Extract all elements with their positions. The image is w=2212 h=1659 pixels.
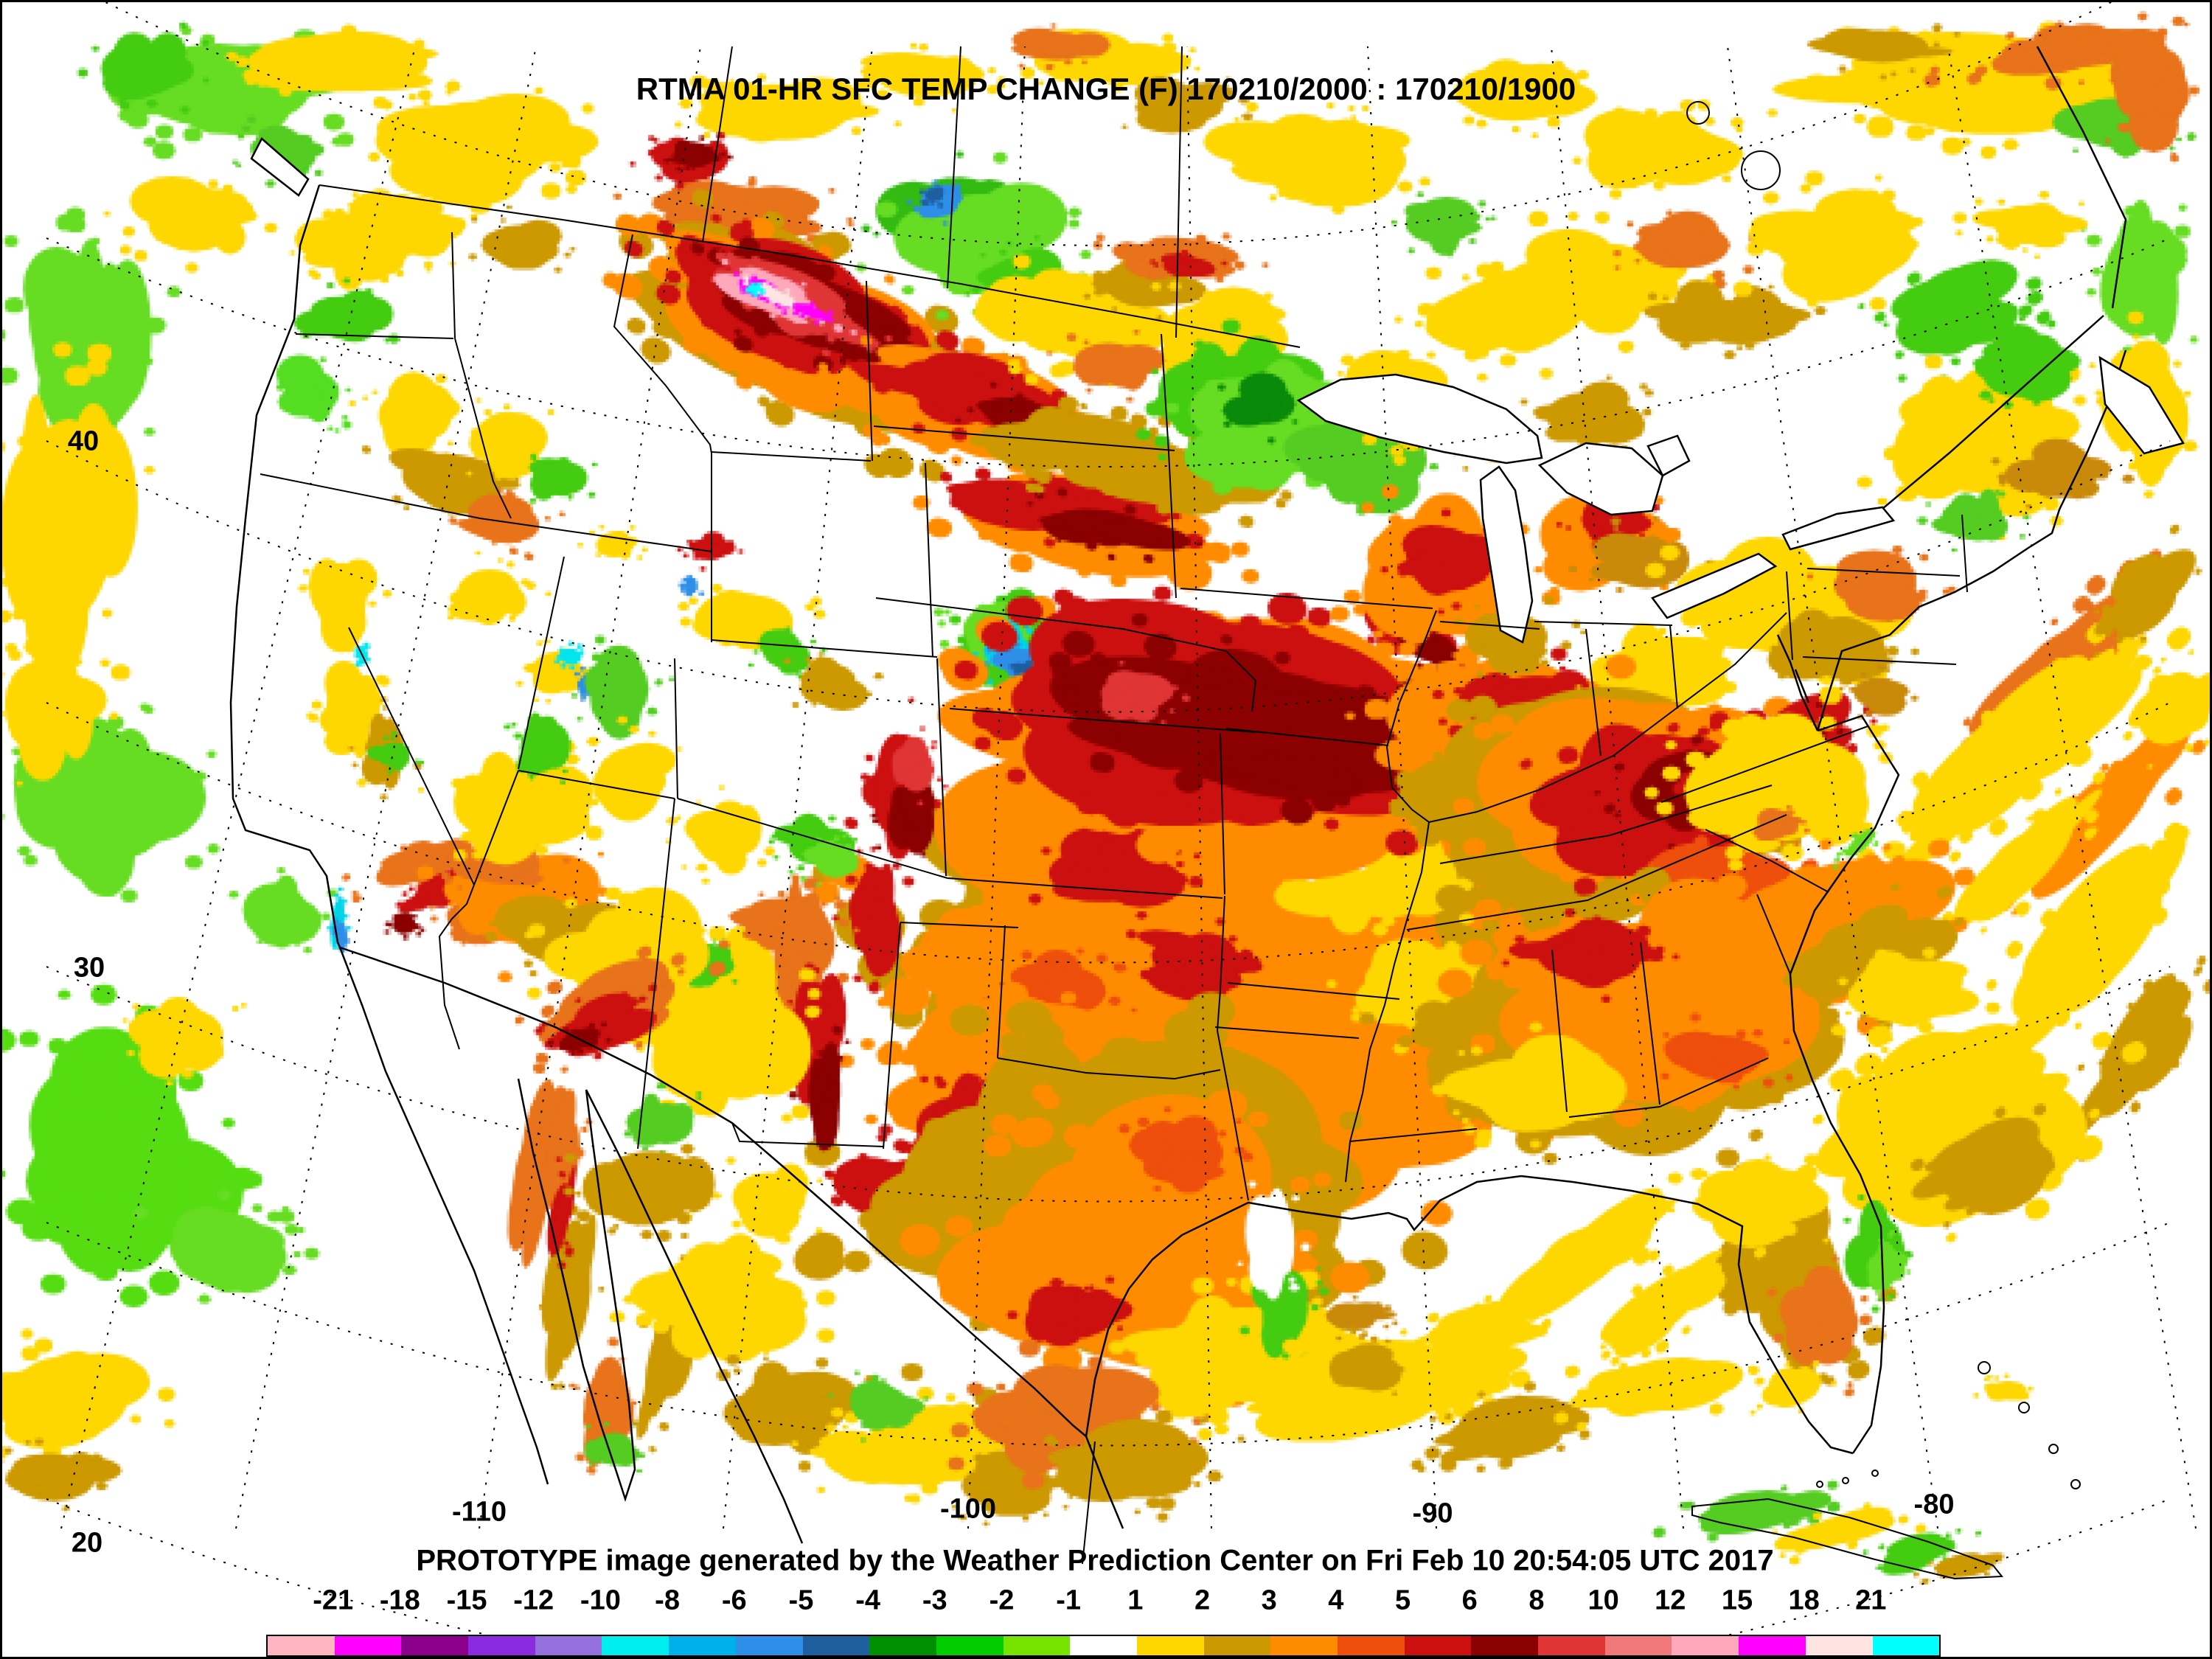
colorbar-tick-18: 18: [1788, 1585, 1820, 1616]
lat-label-30: 30: [73, 952, 105, 984]
colorbar-cell-17: [1404, 1636, 1472, 1655]
colorbar-cell-11: [1003, 1636, 1071, 1655]
colorbar-cell-4: [535, 1636, 602, 1655]
colorbar-tick-1: 1: [1127, 1585, 1144, 1616]
lat-label-20: 20: [71, 1527, 103, 1559]
colorbar-cell-8: [802, 1636, 870, 1655]
lon-label--100: -100: [939, 1493, 997, 1525]
colorbar-cell-14: [1203, 1636, 1271, 1655]
colorbar-tick-15: 15: [1721, 1585, 1753, 1616]
colorbar-cell-16: [1338, 1636, 1405, 1655]
colorbar-cell-1: [334, 1636, 402, 1655]
colorbar-tick--4: -4: [855, 1585, 881, 1616]
colorbar-cell-10: [936, 1636, 1004, 1655]
colorbar-cell-18: [1471, 1636, 1539, 1655]
colorbar-tick-10: 10: [1587, 1585, 1619, 1616]
colorbar-cell-19: [1538, 1636, 1605, 1655]
colorbar: [266, 1635, 1941, 1657]
colorbar-tick-5: 5: [1394, 1585, 1411, 1616]
colorbar-tick-3: 3: [1261, 1585, 1277, 1616]
colorbar-tick--5: -5: [788, 1585, 814, 1616]
colorbar-tick--6: -6: [721, 1585, 747, 1616]
colorbar-tick--3: -3: [922, 1585, 947, 1616]
colorbar-tick-4: 4: [1328, 1585, 1344, 1616]
map-title: RTMA 01-HR SFC TEMP CHANGE (F) 170210/20…: [636, 72, 1576, 106]
colorbar-cell-9: [869, 1636, 936, 1655]
colorbar-cell-3: [468, 1636, 535, 1655]
colorbar-cell-0: [268, 1636, 335, 1655]
lon-label--90: -90: [1412, 1498, 1453, 1529]
colorbar-tick-21: 21: [1855, 1585, 1887, 1616]
colorbar-tick--1: -1: [1056, 1585, 1082, 1616]
lon-label--80: -80: [1913, 1489, 1955, 1520]
colorbar-cell-5: [602, 1636, 669, 1655]
colorbar-tick-12: 12: [1655, 1585, 1686, 1616]
colorbar-cell-13: [1136, 1636, 1204, 1655]
colorbar-tick-2: 2: [1194, 1585, 1211, 1616]
colorbar-cell-15: [1270, 1636, 1338, 1655]
colorbar-tick--18: -18: [379, 1585, 420, 1616]
colorbar-cell-21: [1672, 1636, 1739, 1655]
colorbar-tick--2: -2: [989, 1585, 1015, 1616]
colorbar-cell-12: [1070, 1636, 1137, 1655]
colorbar-tick--12: -12: [513, 1585, 554, 1616]
colorbar-tick--10: -10: [580, 1585, 621, 1616]
colorbar-cell-2: [401, 1636, 469, 1655]
colorbar-tick--21: -21: [313, 1585, 354, 1616]
colorbar-cell-24: [1872, 1636, 1940, 1655]
colorbar-tick-8: 8: [1528, 1585, 1545, 1616]
colorbar-cell-7: [735, 1636, 803, 1655]
colorbar-cell-20: [1604, 1636, 1672, 1655]
colorbar-tick--8: -8: [655, 1585, 680, 1616]
colorbar-cell-22: [1739, 1636, 1806, 1655]
lat-label-40: 40: [67, 425, 100, 457]
colorbar-cell-23: [1805, 1636, 1873, 1655]
colorbar-tick--15: -15: [446, 1585, 487, 1616]
lon-label--110: -110: [452, 1496, 507, 1528]
colorbar-cell-6: [669, 1636, 736, 1655]
footer-note: PROTOTYPE image generated by the Weather…: [416, 1544, 1774, 1577]
colorbar-tick-6: 6: [1461, 1585, 1478, 1616]
